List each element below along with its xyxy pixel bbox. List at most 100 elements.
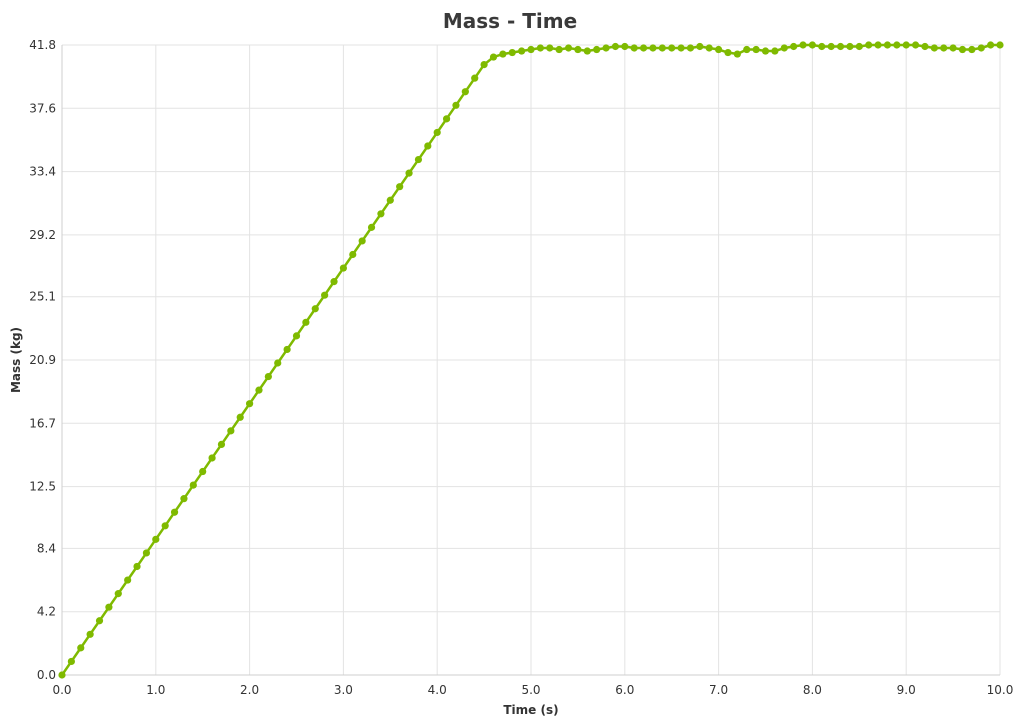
data-point[interactable] bbox=[208, 454, 216, 462]
data-point[interactable] bbox=[827, 42, 835, 51]
data-point[interactable] bbox=[555, 45, 563, 54]
data-point[interactable] bbox=[405, 169, 413, 177]
data-point[interactable] bbox=[883, 41, 892, 49]
data-point[interactable] bbox=[855, 42, 863, 51]
data-point[interactable] bbox=[349, 250, 357, 259]
data-point[interactable] bbox=[236, 413, 244, 421]
data-point[interactable] bbox=[621, 42, 629, 51]
data-point[interactable] bbox=[518, 47, 526, 55]
data-point[interactable] bbox=[480, 60, 488, 69]
data-point[interactable] bbox=[367, 223, 376, 231]
data-point[interactable] bbox=[283, 345, 291, 354]
data-point[interactable] bbox=[818, 42, 826, 51]
data-point[interactable] bbox=[302, 318, 310, 326]
data-point[interactable] bbox=[987, 41, 995, 49]
data-point[interactable] bbox=[780, 44, 788, 52]
data-point[interactable] bbox=[442, 115, 451, 123]
data-point[interactable] bbox=[649, 44, 657, 52]
data-point[interactable] bbox=[217, 440, 226, 448]
data-point[interactable] bbox=[527, 45, 535, 54]
data-point[interactable] bbox=[677, 44, 685, 52]
data-point[interactable] bbox=[949, 44, 957, 52]
data-point[interactable] bbox=[321, 291, 329, 299]
data-point[interactable] bbox=[902, 41, 910, 49]
data-point[interactable] bbox=[958, 45, 967, 54]
data-point[interactable] bbox=[274, 359, 282, 367]
data-point[interactable] bbox=[414, 155, 423, 164]
data-point[interactable] bbox=[461, 88, 469, 96]
data-point[interactable] bbox=[199, 467, 207, 476]
data-point[interactable] bbox=[152, 535, 160, 543]
data-point[interactable] bbox=[358, 237, 366, 245]
data-point[interactable] bbox=[696, 42, 704, 51]
data-point[interactable] bbox=[724, 48, 732, 57]
data-point[interactable] bbox=[865, 41, 873, 49]
data-point[interactable] bbox=[893, 41, 901, 49]
data-point[interactable] bbox=[743, 45, 751, 54]
data-point[interactable] bbox=[752, 45, 760, 54]
data-point[interactable] bbox=[808, 41, 817, 49]
data-point[interactable] bbox=[536, 44, 544, 52]
data-point[interactable] bbox=[424, 142, 432, 150]
data-point[interactable] bbox=[686, 44, 695, 52]
data-point[interactable] bbox=[705, 44, 713, 52]
data-point[interactable] bbox=[246, 400, 254, 408]
data-point[interactable] bbox=[593, 45, 601, 54]
data-point[interactable] bbox=[583, 47, 591, 55]
data-point[interactable] bbox=[114, 590, 122, 598]
data-point[interactable] bbox=[846, 42, 854, 51]
data-point[interactable] bbox=[67, 657, 75, 666]
data-point[interactable] bbox=[58, 671, 66, 679]
data-point[interactable] bbox=[508, 48, 516, 57]
data-point[interactable] bbox=[499, 50, 507, 58]
data-point[interactable] bbox=[940, 44, 948, 52]
data-point[interactable] bbox=[396, 183, 404, 191]
data-point[interactable] bbox=[790, 42, 798, 51]
data-point[interactable] bbox=[977, 44, 985, 52]
data-point[interactable] bbox=[255, 386, 263, 394]
data-point[interactable] bbox=[339, 264, 347, 272]
data-point[interactable] bbox=[874, 41, 882, 49]
data-point[interactable] bbox=[227, 427, 235, 435]
data-point[interactable] bbox=[452, 101, 460, 109]
data-point[interactable] bbox=[996, 41, 1004, 49]
data-point[interactable] bbox=[433, 128, 441, 137]
data-point[interactable] bbox=[602, 44, 610, 52]
data-point[interactable] bbox=[611, 42, 620, 51]
data-point[interactable] bbox=[733, 50, 741, 58]
data-point[interactable] bbox=[77, 644, 85, 652]
data-point[interactable] bbox=[133, 562, 141, 571]
data-point[interactable] bbox=[546, 44, 554, 52]
data-point[interactable] bbox=[330, 278, 338, 286]
data-point[interactable] bbox=[386, 196, 394, 204]
data-point[interactable] bbox=[771, 47, 779, 55]
data-point[interactable] bbox=[761, 47, 770, 55]
data-point[interactable] bbox=[668, 44, 676, 52]
data-point[interactable] bbox=[161, 522, 169, 530]
data-point[interactable] bbox=[911, 41, 920, 49]
data-point[interactable] bbox=[574, 45, 582, 54]
data-point[interactable] bbox=[264, 372, 272, 381]
data-point[interactable] bbox=[471, 74, 479, 82]
data-point[interactable] bbox=[630, 44, 638, 52]
data-point[interactable] bbox=[836, 42, 845, 51]
data-point[interactable] bbox=[86, 630, 94, 638]
data-point[interactable] bbox=[921, 42, 929, 51]
data-point[interactable] bbox=[564, 44, 573, 52]
data-point[interactable] bbox=[142, 549, 151, 557]
data-point[interactable] bbox=[639, 44, 648, 52]
data-point[interactable] bbox=[968, 45, 976, 54]
data-point[interactable] bbox=[930, 44, 938, 52]
data-point[interactable] bbox=[658, 44, 666, 52]
data-point[interactable] bbox=[377, 210, 385, 218]
data-point[interactable] bbox=[180, 495, 188, 503]
data-point[interactable] bbox=[715, 45, 723, 54]
data-point[interactable] bbox=[95, 617, 104, 625]
data-point[interactable] bbox=[799, 41, 807, 49]
data-point[interactable] bbox=[292, 332, 301, 340]
data-point[interactable] bbox=[124, 576, 132, 584]
data-point[interactable] bbox=[105, 603, 113, 611]
data-point[interactable] bbox=[489, 53, 498, 61]
data-point[interactable] bbox=[311, 305, 319, 313]
data-point[interactable] bbox=[189, 481, 197, 489]
